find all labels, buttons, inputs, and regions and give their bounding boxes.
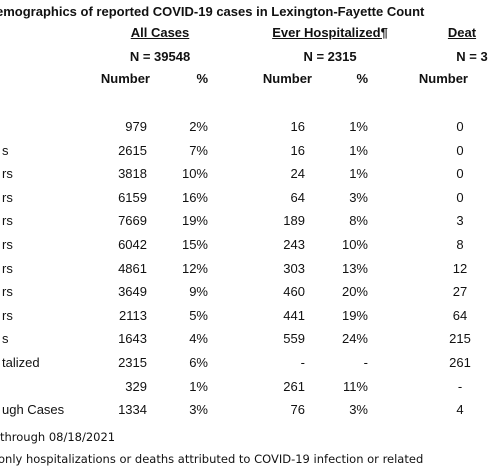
row-label: rs: [2, 213, 13, 229]
table-cell: 261: [449, 355, 471, 370]
table-cell: 243: [283, 237, 305, 252]
table-cell: 10%: [341, 237, 368, 252]
table-cell: -: [363, 355, 368, 370]
table-cell: 19%: [181, 213, 208, 229]
table-cell: 0: [456, 189, 464, 205]
table-cell: 3%: [349, 402, 368, 418]
table-cell: 27: [452, 284, 468, 300]
table-cell: 12%: [181, 260, 208, 276]
row-label: rs: [2, 284, 13, 300]
column-header: %: [196, 71, 208, 86]
table-cell: 3649: [118, 284, 147, 300]
table-cell: 2615: [118, 142, 147, 158]
table-cell: 16: [290, 119, 305, 134]
table-cell: 1643: [118, 331, 147, 347]
table-cell: -: [457, 378, 463, 394]
row-label: rs: [2, 237, 13, 252]
group-n: N = 39548: [129, 49, 191, 64]
table-cell: 4%: [189, 331, 208, 347]
table-cell: 9%: [189, 284, 208, 300]
table-cell: 1334: [118, 402, 147, 418]
table-cell: 8%: [349, 213, 368, 229]
table-cell: 1%: [349, 119, 368, 134]
column-header: %: [356, 71, 368, 86]
table-cell: 559: [283, 331, 305, 347]
table-cell: 3%: [349, 189, 368, 205]
group-header: All Cases: [130, 25, 190, 40]
table-cell: 16%: [181, 189, 208, 205]
column-header: Number: [418, 71, 468, 86]
table-cell: 3%: [189, 402, 208, 418]
column-header: Number: [262, 71, 312, 86]
table-cell: 64: [452, 307, 468, 323]
table-cell: 4: [456, 402, 464, 418]
table-cell: 3: [456, 213, 464, 229]
row-label: rs: [2, 260, 13, 276]
row-label: s: [2, 142, 9, 158]
table-cell: 2113: [119, 307, 147, 323]
table-cell: 13%: [341, 260, 368, 276]
table-cell: 0: [456, 119, 464, 134]
group-n: N = 2315: [303, 49, 357, 64]
table-cell: 76: [290, 402, 305, 418]
table-cell: 6042: [118, 237, 147, 252]
table-cell: 0: [456, 166, 464, 182]
row-label: rs: [2, 166, 13, 182]
table-cell: 64: [290, 189, 305, 205]
table-cell: 7669: [118, 213, 147, 229]
row-label: talized: [2, 355, 40, 370]
table-cell: 2%: [189, 119, 208, 134]
table-cell: 189: [283, 213, 305, 229]
row-label: rs: [2, 307, 13, 323]
table-cell: 20%: [341, 284, 368, 300]
table-cell: 19%: [341, 307, 368, 323]
table-cell: 441: [283, 307, 305, 323]
table-cell: 6%: [189, 355, 208, 370]
table-cell: 261: [283, 378, 305, 394]
table-cell: 4861: [118, 260, 147, 276]
table-cell: 0: [456, 142, 464, 158]
table-cell: 12: [452, 260, 468, 276]
table-cell: 16: [290, 142, 305, 158]
group-header: Ever Hospitalized¶: [272, 25, 388, 40]
table-cell: 2315: [118, 355, 147, 370]
footnote: through 08/18/2021: [0, 430, 116, 444]
table-cell: 5%: [189, 307, 208, 323]
row-label: rs: [2, 189, 13, 205]
group-header: Deat: [447, 25, 477, 40]
row-label: ugh Cases: [2, 402, 65, 418]
table-cell: -: [300, 355, 305, 370]
table-cell: 11%: [342, 378, 368, 394]
table-cell: 215: [449, 331, 471, 347]
table-cell: 460: [283, 284, 305, 300]
table-cell: 7%: [189, 142, 208, 158]
group-n: N = 3: [456, 49, 488, 64]
table-cell: 15%: [181, 237, 208, 252]
table-cell: 10%: [181, 166, 208, 182]
table-cell: 303: [283, 260, 305, 276]
row-label: s: [2, 331, 9, 347]
footnote: only hospitalizations or deaths attribut…: [0, 452, 424, 466]
table-cell: 24%: [341, 331, 368, 347]
table-cell: 8: [456, 237, 464, 252]
table-cell: 1%: [189, 378, 208, 394]
table-cell: 1%: [349, 166, 368, 182]
table-cell: 1%: [349, 142, 368, 158]
table-cell: 979: [125, 119, 147, 134]
table-cell: 3818: [118, 166, 147, 182]
table-cell: 329: [125, 378, 147, 394]
title: emographics of reported COVID-19 cases i…: [0, 4, 425, 19]
table-cell: 24: [290, 166, 305, 182]
table-cell: 6159: [118, 189, 147, 205]
column-header: Number: [100, 71, 150, 86]
